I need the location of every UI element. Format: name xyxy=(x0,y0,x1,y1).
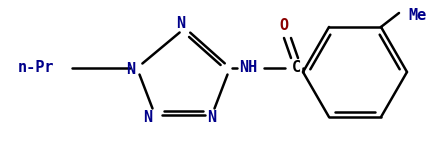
Text: N: N xyxy=(126,63,135,77)
Text: NH: NH xyxy=(239,61,257,76)
Text: N: N xyxy=(177,16,186,32)
Text: N: N xyxy=(143,111,153,125)
Text: O: O xyxy=(279,18,288,32)
Text: Me: Me xyxy=(408,8,426,24)
Text: n-Pr: n-Pr xyxy=(18,61,55,76)
Text: C: C xyxy=(291,61,301,76)
Text: N: N xyxy=(208,111,217,125)
